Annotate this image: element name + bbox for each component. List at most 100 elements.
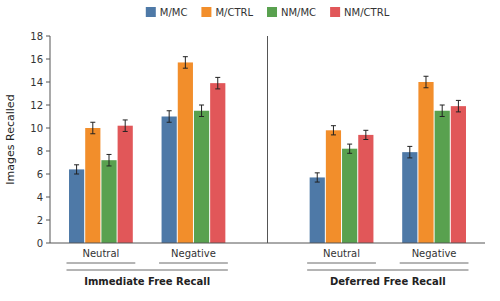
error-cap xyxy=(90,122,95,123)
error-bar xyxy=(107,154,112,166)
error-cap xyxy=(407,146,412,147)
error-bar xyxy=(440,105,445,117)
error-bar xyxy=(347,144,352,153)
x-tick-label: Neutral xyxy=(82,248,119,259)
bar xyxy=(194,111,209,243)
legend-label: M/MC xyxy=(160,7,188,18)
error-cap xyxy=(423,87,428,88)
y-tick xyxy=(46,36,50,37)
y-tick xyxy=(46,174,50,175)
error-cap xyxy=(199,116,204,117)
error-line xyxy=(125,120,126,132)
y-tick-label: 12 xyxy=(30,100,43,111)
legend-label: NM/CTRL xyxy=(344,7,390,18)
bar xyxy=(101,160,116,243)
error-cap xyxy=(363,139,368,140)
error-bar xyxy=(423,76,428,88)
error-cap xyxy=(183,56,188,57)
error-bar xyxy=(331,126,336,135)
y-tick-label: 2 xyxy=(37,215,43,226)
error-line xyxy=(201,105,202,117)
y-axis-label: Images Recalled xyxy=(4,94,17,184)
error-cap xyxy=(347,153,352,154)
error-bar xyxy=(407,146,412,158)
y-tick xyxy=(46,59,50,60)
bar xyxy=(402,152,417,243)
error-bar xyxy=(167,111,172,123)
group-underline xyxy=(67,263,136,264)
error-cap xyxy=(199,105,204,106)
y-tick xyxy=(46,243,50,244)
error-cap xyxy=(315,182,320,183)
legend-label: NM/MC xyxy=(281,7,316,18)
error-cap xyxy=(167,122,172,123)
section-label: Immediate Free Recall xyxy=(84,276,210,287)
legend-swatch xyxy=(146,7,156,17)
y-tick xyxy=(46,105,50,106)
section-separator xyxy=(267,36,268,243)
bar xyxy=(342,149,357,243)
error-line xyxy=(442,105,443,117)
error-line xyxy=(109,154,110,166)
error-cap xyxy=(315,172,320,173)
error-bar xyxy=(123,120,128,132)
bar xyxy=(69,169,84,243)
group-underline xyxy=(400,263,469,264)
error-bar xyxy=(315,173,320,182)
legend-label: M/CTRL xyxy=(215,7,253,18)
error-cap xyxy=(440,116,445,117)
bar xyxy=(358,135,373,243)
y-tick xyxy=(46,128,50,129)
y-tick xyxy=(46,220,50,221)
error-line xyxy=(409,146,410,158)
group-underline xyxy=(307,263,376,264)
error-cap xyxy=(423,76,428,77)
error-cap xyxy=(215,77,220,78)
y-tick-label: 0 xyxy=(37,238,43,249)
legend-swatch xyxy=(330,7,340,17)
error-line xyxy=(333,126,334,135)
y-tick xyxy=(46,82,50,83)
legend-item: NM/CTRL xyxy=(330,7,390,18)
y-tick-label: 10 xyxy=(30,123,43,134)
section-underline xyxy=(307,270,468,271)
y-axis: 024681012141618 xyxy=(30,31,50,249)
error-cap xyxy=(90,133,95,134)
section-label: Deferred Free Recall xyxy=(330,276,446,287)
error-cap xyxy=(123,131,128,132)
x-axis: NeutralNegativeNeutralNegativeImmediate … xyxy=(67,248,469,287)
y-axis-line xyxy=(50,36,51,243)
bar xyxy=(326,130,341,243)
error-cap xyxy=(167,110,172,111)
bar xyxy=(418,82,433,243)
legend-item: NM/MC xyxy=(267,7,316,18)
error-line xyxy=(458,100,459,112)
legend-swatch xyxy=(201,7,211,17)
error-line xyxy=(317,173,318,182)
y-tick-label: 4 xyxy=(37,192,43,203)
y-tick-label: 16 xyxy=(30,54,43,65)
error-cap xyxy=(347,144,352,145)
y-tick-label: 14 xyxy=(30,77,43,88)
bar xyxy=(178,62,193,243)
error-bar xyxy=(363,130,368,139)
bar xyxy=(162,117,177,244)
error-cap xyxy=(107,165,112,166)
error-bar xyxy=(199,105,204,117)
error-line xyxy=(365,130,366,139)
error-cap xyxy=(331,134,336,135)
y-tick-label: 6 xyxy=(37,169,43,180)
legend-item: M/MC xyxy=(146,7,188,18)
error-cap xyxy=(183,68,188,69)
error-cap xyxy=(407,157,412,158)
error-cap xyxy=(74,174,79,175)
error-cap xyxy=(215,88,220,89)
y-tick xyxy=(46,151,50,152)
error-line xyxy=(349,144,350,153)
error-line xyxy=(92,122,93,134)
y-tick xyxy=(46,197,50,198)
x-tick-label: Negative xyxy=(412,248,457,259)
legend-item: M/CTRL xyxy=(201,7,253,18)
error-bar xyxy=(74,165,79,174)
error-cap xyxy=(331,125,336,126)
